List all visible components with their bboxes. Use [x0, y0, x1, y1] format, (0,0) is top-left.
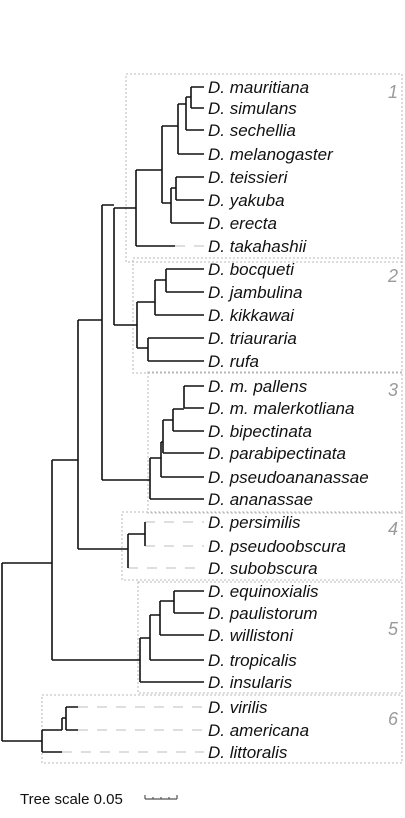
- taxon-label: D. bipectinata: [208, 422, 312, 441]
- branch-root: [1, 562, 52, 742]
- branch-triauraria-rufa: [147, 337, 204, 362]
- taxon-label: D. bocqueti: [208, 260, 295, 279]
- branch-clade-c: [101, 204, 150, 481]
- group-number-6: 6: [388, 709, 399, 729]
- branch-group-5b: [159, 600, 204, 636]
- taxon-label: D. kikkawai: [208, 306, 295, 325]
- taxon-label: D. melanogaster: [208, 145, 334, 164]
- branch-group-1: [135, 169, 175, 247]
- taxon-label: D. simulans: [208, 99, 297, 118]
- taxon-label: D. pseudoananassae: [208, 468, 369, 487]
- taxon-label: D. mauritiana: [208, 78, 309, 97]
- branch-yakuba-complex: [170, 187, 204, 224]
- branch-group-3a: [160, 441, 204, 478]
- taxon-label: D. paulistorum: [208, 604, 318, 623]
- branch-teissieri-yakuba: [175, 176, 204, 201]
- group-number-3: 3: [388, 380, 398, 400]
- branch-equinoxialis-paulistorum: [173, 590, 204, 614]
- taxon-label: D. pseudoobscura: [208, 537, 346, 556]
- branch-simulans-complex: [185, 96, 204, 131]
- branch-mauritiana-simulans: [190, 86, 204, 109]
- taxon-label: D. americana: [208, 721, 309, 740]
- leader-lines: [62, 245, 204, 753]
- branch-pallens-malerkotliana: [183, 385, 204, 409]
- group-number-5: 5: [388, 619, 399, 639]
- tree-scale-bar: [144, 795, 178, 800]
- branch-clade-d: [113, 207, 137, 326]
- taxon-label: D. tropicalis: [208, 651, 297, 670]
- taxon-label: D. subobscura: [208, 559, 318, 578]
- taxon-label: D. jambulina: [208, 283, 303, 302]
- group-box-4: [121, 511, 403, 581]
- taxon-label: D. rufa: [208, 352, 259, 371]
- group-numbers: 1 2 3 4 5 6: [387, 82, 399, 729]
- taxon-label: D. persimilis: [208, 513, 301, 532]
- taxon-label: D. littoralis: [208, 743, 288, 762]
- branch-group-3: [149, 457, 204, 500]
- taxon-label: D. triauraria: [208, 329, 297, 348]
- taxon-label: D. teissieri: [208, 168, 289, 187]
- branch-clade-a: [51, 459, 140, 661]
- taxon-label: D. sechellia: [208, 121, 296, 140]
- branch-group-6: [41, 729, 62, 753]
- branch-clade-b: [77, 319, 128, 550]
- taxon-label: D. m. malerkotliana: [208, 399, 354, 418]
- group-number-1: 1: [388, 82, 398, 102]
- branch-group-5: [139, 637, 204, 683]
- taxon-label: D. erecta: [208, 214, 277, 233]
- group-box-6: [41, 694, 403, 764]
- group-number-2: 2: [387, 266, 398, 286]
- taxon-label: D. ananassae: [208, 490, 313, 509]
- tree-branches: [1, 86, 204, 753]
- branch-group-5a: [149, 614, 204, 661]
- group-number-4: 4: [388, 519, 398, 539]
- taxon-label: D. virilis: [208, 698, 268, 717]
- taxon-label: D. insularis: [208, 673, 293, 692]
- group-box-5: [137, 581, 403, 694]
- taxon-label: D. takahashii: [208, 237, 307, 256]
- group-box-3: [147, 371, 403, 514]
- branch-group-2: [136, 301, 155, 349]
- taxon-label: D. willistoni: [208, 626, 294, 645]
- tree-scale-label: Tree scale 0.05: [20, 791, 123, 808]
- branch-bocqueti-jambulina: [165, 268, 204, 293]
- branch-group-4a: [128, 522, 146, 546]
- branch-malerkotliana-bipectinata: [172, 408, 204, 432]
- branch-group-2a: [154, 279, 204, 316]
- branch-melanogaster-subgroup: [177, 103, 204, 155]
- group-box-1: [125, 73, 403, 263]
- group-boxes: [41, 73, 403, 764]
- taxon-label: D. equinoxialis: [208, 582, 319, 601]
- branch-group-3b: [162, 419, 204, 454]
- taxon-labels: D. mauritiana D. simulans D. sechellia D…: [208, 78, 369, 762]
- taxon-label: D. parabipectinata: [208, 444, 346, 463]
- tree-scale: Tree scale 0.05: [20, 791, 178, 808]
- taxon-label: D. yakuba: [208, 191, 285, 210]
- branch-virilis-americana: [61, 706, 78, 731]
- taxon-label: D. m. pallens: [208, 377, 308, 396]
- branch-group-1a: [161, 125, 178, 204]
